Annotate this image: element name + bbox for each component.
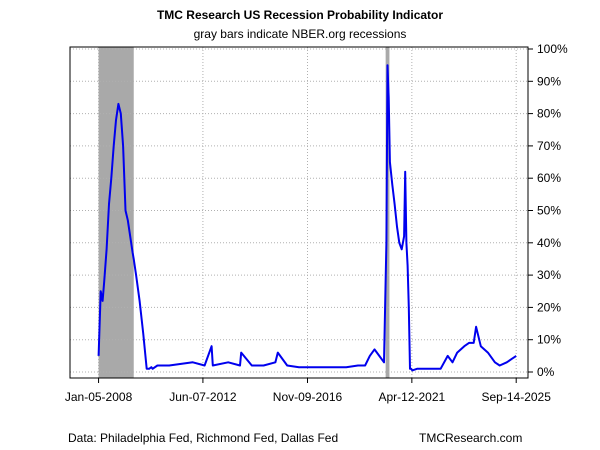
series-line <box>97 64 517 372</box>
recession-bar <box>98 47 134 378</box>
brand-label: TMCResearch.com <box>419 431 523 445</box>
x-tick-label: Sep-14-2025 <box>482 390 552 404</box>
y-tick-label: 0% <box>537 365 555 379</box>
y-tick-label: 70% <box>537 139 561 153</box>
y-axis: 0% 10% 20% 30% 40% 50% 60% 70% 80% 90% 100% <box>528 42 568 379</box>
x-tick-label: Apr-12-2021 <box>378 390 445 404</box>
y-tick-label: 80% <box>537 107 561 121</box>
y-tick-label: 30% <box>537 268 561 282</box>
plot-frame <box>69 46 529 379</box>
y-tick-label: 10% <box>537 333 561 347</box>
y-tick-label: 50% <box>537 204 561 218</box>
y-tick-label: 40% <box>537 236 561 250</box>
x-tick-label: Jan-05-2008 <box>65 390 133 404</box>
grid-lines <box>70 47 528 378</box>
y-tick-label: 90% <box>537 74 561 88</box>
chart-subtitle: gray bars indicate NBER.org recessions <box>193 27 407 41</box>
y-tick-label: 100% <box>537 42 568 56</box>
x-tick-label: Jun-07-2012 <box>169 390 237 404</box>
y-tick-label: 20% <box>537 300 561 314</box>
source-note: Data: Philadelphia Fed, Richmond Fed, Da… <box>68 431 339 445</box>
chart-title: TMC Research US Recession Probability In… <box>156 8 444 22</box>
y-tick-label: 60% <box>537 171 561 185</box>
x-axis: Jan-05-2008 Jun-07-2012 Nov-09-2016 Apr-12-… <box>65 378 551 404</box>
x-tick-label: Nov-09-2016 <box>273 390 343 404</box>
series-lines <box>97 64 517 372</box>
